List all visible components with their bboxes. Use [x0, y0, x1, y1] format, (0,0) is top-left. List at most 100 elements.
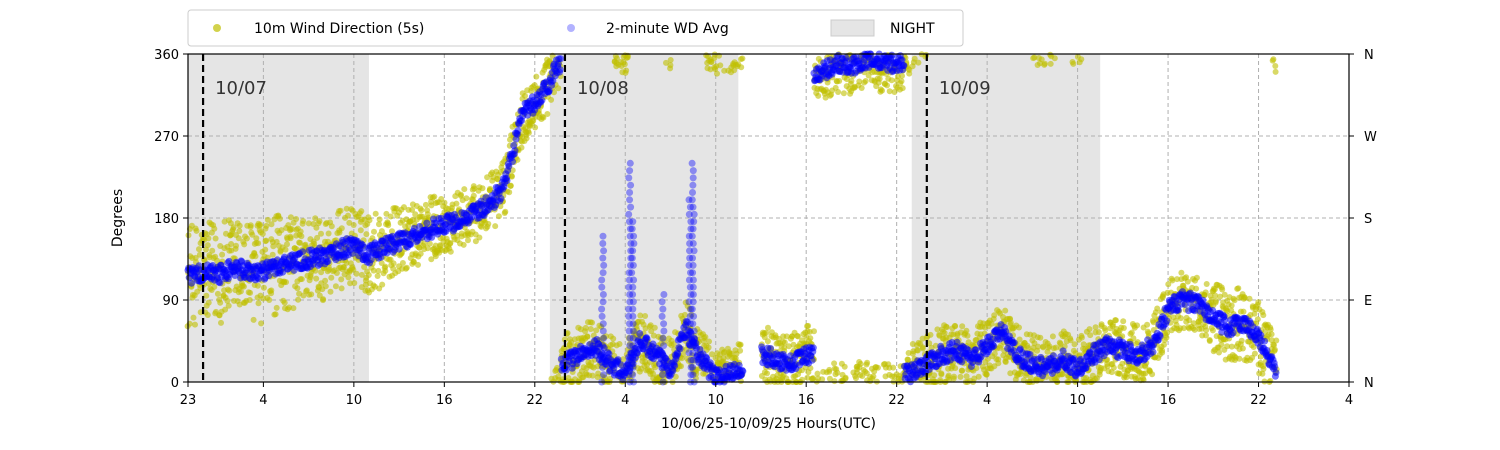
raw-point [1193, 274, 1200, 281]
raw-point [670, 341, 677, 348]
raw-point [219, 251, 226, 258]
raw-point [1110, 364, 1117, 371]
raw-point [1203, 327, 1210, 334]
raw-point [959, 367, 966, 374]
raw-point [196, 246, 202, 253]
avg-point [689, 181, 697, 189]
raw-point [973, 365, 980, 372]
avg-point [598, 305, 606, 313]
raw-point [222, 306, 229, 313]
avg-point [599, 320, 607, 328]
raw-point [353, 270, 360, 277]
raw-point [259, 230, 266, 237]
avg-point [628, 349, 636, 357]
avg-point [600, 247, 608, 255]
raw-point [1219, 286, 1226, 293]
y-tick-label: 360 [154, 48, 179, 63]
raw-point [190, 314, 197, 321]
raw-point [1260, 312, 1267, 319]
avg-point [687, 291, 695, 298]
raw-point [623, 67, 630, 74]
raw-point [318, 230, 324, 237]
raw-point [226, 287, 233, 294]
avg-point [687, 356, 695, 364]
raw-point [1112, 317, 1119, 324]
raw-point [587, 326, 594, 332]
raw-point [320, 297, 326, 304]
raw-point [1202, 289, 1209, 296]
raw-point [1134, 322, 1141, 329]
y-tick-label: 180 [154, 212, 179, 227]
raw-point [959, 323, 966, 330]
avg-point [687, 342, 694, 350]
avg-point [660, 291, 668, 298]
raw-point [495, 213, 502, 220]
avg-point [600, 371, 608, 379]
raw-point [327, 288, 334, 295]
raw-point [914, 347, 921, 354]
raw-point [1052, 344, 1059, 351]
raw-point [401, 204, 407, 211]
raw-point [836, 78, 843, 84]
avg-point [686, 203, 694, 211]
raw-point [268, 287, 275, 294]
raw-point [688, 311, 695, 318]
avg-point [739, 367, 747, 375]
avg-point [658, 298, 666, 306]
raw-point [1272, 68, 1279, 75]
raw-point [1128, 329, 1135, 336]
y-right-tick-label: W [1364, 130, 1377, 145]
raw-point [297, 239, 303, 246]
raw-point [1268, 331, 1275, 338]
raw-point [651, 324, 658, 331]
x-tick-label: 4 [983, 393, 991, 408]
avg-point [423, 219, 431, 227]
avg-point [1059, 347, 1067, 355]
raw-point [1144, 321, 1151, 328]
raw-point [328, 274, 335, 281]
raw-point [884, 82, 890, 89]
legend-raw-marker [213, 24, 221, 32]
raw-point [383, 210, 390, 217]
raw-point [217, 299, 224, 306]
avg-point [1010, 339, 1018, 347]
raw-point [431, 193, 438, 200]
raw-point [859, 373, 866, 379]
raw-point [253, 235, 260, 242]
raw-point [898, 78, 905, 85]
avg-point [599, 363, 606, 371]
raw-point [1218, 341, 1225, 348]
raw-point [412, 211, 419, 218]
raw-point [424, 245, 431, 252]
raw-point [470, 192, 477, 199]
avg-point [629, 247, 637, 255]
raw-point [862, 78, 869, 84]
raw-point [1163, 334, 1170, 341]
raw-point [1109, 321, 1116, 328]
raw-point [1035, 343, 1042, 350]
x-tick-label: 10 [1069, 393, 1086, 408]
raw-point [1130, 335, 1137, 342]
raw-point [249, 231, 256, 238]
raw-point [1254, 316, 1261, 323]
raw-point [1177, 315, 1184, 322]
raw-point [479, 185, 486, 192]
raw-point [650, 332, 657, 339]
raw-point [502, 208, 509, 215]
raw-point [243, 235, 250, 242]
avg-point [629, 298, 637, 306]
raw-point [325, 230, 332, 237]
raw-point [1120, 325, 1127, 331]
raw-point [842, 374, 849, 381]
avg-point [688, 159, 696, 167]
raw-point [403, 264, 410, 271]
avg-point [671, 362, 679, 370]
raw-point [390, 265, 397, 272]
raw-point [593, 327, 600, 334]
avg-point [627, 181, 635, 189]
raw-point [1038, 56, 1045, 63]
raw-point [454, 232, 461, 239]
raw-point [642, 313, 649, 319]
raw-point [366, 217, 373, 224]
avg-point [685, 276, 693, 284]
